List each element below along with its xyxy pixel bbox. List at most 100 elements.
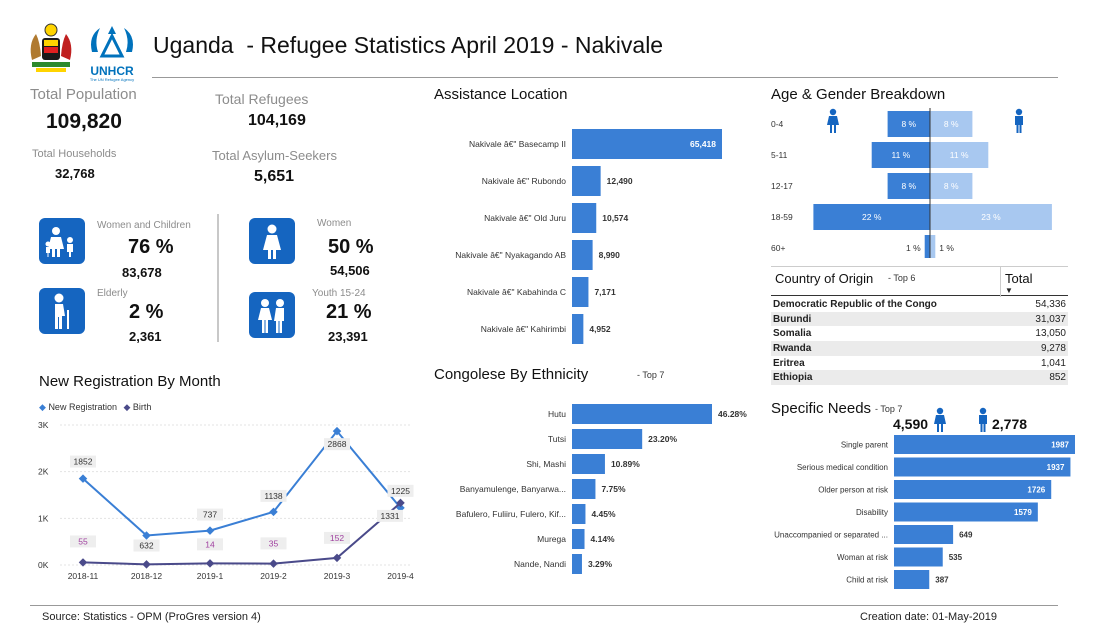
- bar[interactable]: [572, 240, 593, 270]
- total-asylum-value: 5,651: [254, 168, 295, 185]
- total-households-value: 32,768: [55, 166, 95, 181]
- label-box: [197, 508, 223, 521]
- data-point[interactable]: [78, 474, 88, 483]
- female-pct-label: 8 %: [901, 181, 916, 191]
- tiles-divider: [217, 214, 219, 342]
- bar[interactable]: [572, 277, 589, 307]
- needs-female-icon: [933, 406, 947, 439]
- data-label: 1726: [1027, 486, 1045, 495]
- label-box: [387, 484, 414, 497]
- point-label: 1852: [74, 457, 93, 467]
- needs-female-total: 4,590: [893, 416, 929, 432]
- bar[interactable]: [894, 502, 1038, 522]
- country-total: 1,041: [1040, 357, 1066, 369]
- label-box: [377, 509, 403, 522]
- bar[interactable]: [572, 504, 586, 524]
- point-label: 737: [203, 510, 217, 520]
- uganda-coat-of-arms-logo: [26, 20, 76, 76]
- male-icon: [1012, 108, 1026, 139]
- country-name: Democratic Republic of the Congo: [773, 298, 937, 310]
- bar[interactable]: [894, 480, 1052, 499]
- female-bar[interactable]: [887, 111, 930, 137]
- bar[interactable]: [572, 529, 585, 549]
- country-total: 54,336: [1035, 298, 1066, 310]
- bar[interactable]: [572, 479, 596, 499]
- registration-chart: 0K 1K 2K 3K 2018-11 2018-12 2019-1 2019-2 2019-3…: [38, 420, 414, 581]
- bar[interactable]: [894, 525, 954, 544]
- bar[interactable]: [572, 454, 605, 474]
- data-label: 3.29%: [588, 559, 613, 569]
- table-row[interactable]: Eritrea 1,041: [771, 355, 1068, 371]
- group-label-women: Women: [317, 218, 352, 229]
- female-bar[interactable]: [924, 235, 930, 258]
- table-row[interactable]: Rwanda 9,278: [771, 341, 1068, 356]
- point-label: 55: [78, 536, 88, 546]
- table-row[interactable]: Somalia 13,050: [771, 326, 1068, 342]
- table-row[interactable]: Ethiopia 852: [771, 370, 1068, 386]
- data-label: 1937: [1047, 463, 1065, 472]
- assistance-title: Assistance Location: [434, 86, 568, 103]
- bar[interactable]: [572, 129, 722, 159]
- sort-desc-icon[interactable]: ▼: [1005, 286, 1013, 295]
- category-label: Disability: [856, 508, 888, 517]
- bar[interactable]: [894, 457, 1071, 477]
- label-box: [260, 489, 287, 502]
- unhcr-logo: UNHCR The UN Refugee Agency: [84, 22, 140, 82]
- female-bar[interactable]: [887, 173, 930, 199]
- country-table: Democratic Republic of the Congo 54,336 Bu…: [771, 297, 1068, 386]
- data-point[interactable]: [205, 526, 215, 535]
- total-households-label: Total Households: [32, 148, 117, 160]
- male-bar[interactable]: [930, 204, 1052, 230]
- point-label: 2868: [328, 439, 347, 449]
- country-table-header: Country of Origin - Top 6 Total ▼: [771, 266, 1068, 297]
- label-box: [70, 535, 96, 548]
- data-point[interactable]: [142, 560, 151, 569]
- bar[interactable]: [894, 547, 943, 567]
- data-point[interactable]: [205, 559, 215, 568]
- table-row[interactable]: Democratic Republic of the Congo 54,336: [771, 297, 1068, 312]
- y-tick-label: 3K: [38, 420, 49, 430]
- female-bar[interactable]: [813, 204, 930, 230]
- point-label: 1138: [264, 491, 283, 501]
- data-point[interactable]: [396, 498, 405, 508]
- male-pct-label: 1 %: [939, 243, 954, 253]
- male-bar[interactable]: [930, 235, 936, 258]
- bar[interactable]: [894, 570, 930, 589]
- y-tick-label: 2K: [38, 467, 49, 477]
- footer-source: Source: Statistics - OPM (ProGres versio…: [42, 611, 261, 623]
- data-label: 7,171: [594, 287, 616, 297]
- female-bar[interactable]: [871, 142, 930, 168]
- bar[interactable]: [572, 429, 643, 449]
- specific-needs-chart: Single parent 1987 Serious medical conditi…: [774, 435, 1075, 589]
- male-bar[interactable]: [930, 142, 989, 168]
- male-bar[interactable]: [930, 111, 973, 137]
- country-name: Burundi: [773, 313, 812, 325]
- bar[interactable]: [894, 435, 1075, 454]
- category-label: Child at risk: [846, 576, 889, 585]
- total-population-value: 109,820: [46, 110, 122, 133]
- bar[interactable]: [572, 166, 601, 196]
- data-point[interactable]: [142, 531, 151, 540]
- bar[interactable]: [572, 203, 597, 233]
- label-box: [70, 455, 96, 468]
- label-box: [197, 538, 223, 551]
- age-label: 0-4: [771, 119, 784, 129]
- bar[interactable]: [572, 314, 584, 344]
- country-title: Country of Origin: [775, 271, 874, 286]
- category-label: Nakivale â€" Basecamp II: [469, 139, 566, 149]
- category-label: Nakivale â€" Rubondo: [482, 176, 567, 186]
- category-label: Single parent: [841, 441, 889, 450]
- data-point[interactable]: [332, 553, 342, 563]
- label-box: [324, 531, 350, 544]
- data-label: 1579: [1014, 508, 1032, 517]
- age-label: 60+: [771, 243, 785, 253]
- total-population-label: Total Population: [30, 86, 137, 103]
- data-point[interactable]: [269, 559, 278, 568]
- group-label-women-children: Women and Children: [97, 220, 191, 231]
- bar[interactable]: [572, 404, 712, 424]
- bar[interactable]: [572, 554, 582, 574]
- data-point[interactable]: [269, 507, 278, 517]
- category-label: Hutu: [548, 409, 566, 419]
- table-row[interactable]: Burundi 31,037: [771, 311, 1068, 327]
- male-bar[interactable]: [930, 173, 973, 199]
